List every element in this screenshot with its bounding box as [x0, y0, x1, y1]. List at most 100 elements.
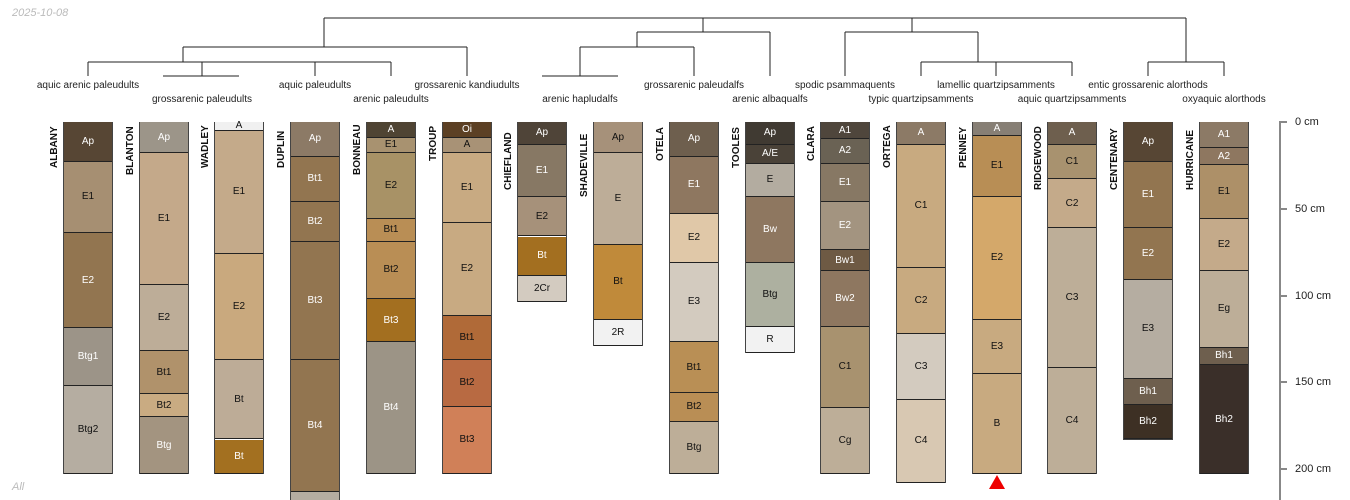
horizon: E2: [443, 222, 491, 317]
horizon: Ap: [670, 122, 718, 157]
horizon: A1: [1200, 122, 1248, 149]
horizon: Btg: [746, 262, 794, 327]
dendrogram-leaf-label: spodic psammaquents: [794, 80, 896, 91]
depth-tick-label: 200 cm: [1295, 463, 1332, 475]
soil-profile: A1 A2 E1 E2 Bw1 Bw2 C1 Cg: [820, 122, 870, 475]
profile-name: ALBANY: [49, 126, 60, 168]
horizon: E3: [670, 262, 718, 343]
horizon: A: [973, 122, 1021, 136]
horizon: Bt2: [367, 241, 415, 299]
horizon: Bt1: [291, 156, 339, 202]
horizon: Bt4: [291, 359, 339, 492]
depth-tick-label: 150 cm: [1295, 376, 1332, 389]
profile-name: HURRICANE: [1185, 129, 1196, 190]
dendrogram-branch: [542, 18, 771, 77]
depth-axis: [1279, 122, 1281, 500]
horizon: Bt3: [291, 241, 339, 360]
horizon: A: [367, 122, 415, 138]
profile-name: CENTENARY: [1109, 127, 1120, 190]
horizon: E: [594, 153, 642, 246]
horizon: Btg1: [64, 328, 112, 386]
horizon: Bw1: [821, 250, 869, 272]
horizon: E1: [367, 137, 415, 154]
horizon: E2: [670, 213, 718, 263]
horizon: Ap: [746, 122, 794, 145]
depth-tick-label: 50 cm: [1295, 202, 1325, 215]
horizon: Ap: [140, 122, 188, 154]
horizon: E2: [973, 196, 1021, 320]
soil-profile: A C1 C2 C3 C4: [896, 122, 946, 483]
dendrogram-leaf-label: entic grossarenic alorthods: [1088, 80, 1208, 91]
horizon: Bt: [594, 245, 642, 320]
horizon: Cg: [821, 408, 869, 475]
horizon: E2: [140, 285, 188, 351]
horizon: Bt2: [443, 359, 491, 407]
soil-profile: Ap E1 E2 E3 Bt1 Bt2 Btg: [669, 122, 719, 475]
horizon: Btg2: [64, 385, 112, 475]
soil-profile: Oi A E1 E2 Bt1 Bt2 Bt3: [442, 122, 492, 475]
horizon: Eg: [1200, 271, 1248, 348]
horizon: Bt1: [367, 219, 415, 242]
soil-profile: Ap E1 E2 Btg1 Btg2: [63, 122, 113, 475]
horizon: Bt1: [140, 351, 188, 395]
horizon: Oi: [443, 122, 491, 138]
horizon: A2: [1200, 148, 1248, 166]
horizon: Bt1: [443, 316, 491, 360]
soil-profile: Ap E1 E2 Bt1 Bt2 Btg: [139, 122, 189, 475]
horizon: E1: [64, 161, 112, 234]
horizon: Bt: [215, 439, 263, 475]
dendrogram-leaf-label: aquic quartzipsamments: [1017, 94, 1127, 105]
soil-profile: A E1 E2 E3 B: [972, 122, 1022, 475]
soil-profile: A E1 E2 Bt Bt: [214, 120, 264, 475]
profile-name: CLARA: [806, 125, 817, 161]
dendrogram-branch: [844, 18, 1225, 76]
depth-tick-label: 0 cm: [1295, 116, 1319, 128]
soil-profile: A1 A2 E1 E2 Eg Bh1 Bh2: [1199, 122, 1249, 475]
horizon: Bt: [215, 359, 263, 440]
horizon: C3: [897, 333, 945, 400]
horizon: Bt2: [670, 392, 718, 423]
horizon: E1: [1200, 165, 1248, 220]
horizon: Ap: [291, 122, 339, 157]
horizon: E1: [443, 153, 491, 223]
horizon: Bt: [518, 236, 566, 277]
horizon: Bw: [746, 196, 794, 263]
soil-profile: Ap E1 E2 E3 Bh1 Bh2: [1123, 122, 1173, 440]
horizon: C3: [1048, 227, 1096, 369]
horizon: E3: [973, 319, 1021, 374]
depth-tick: [1279, 121, 1287, 123]
horizon: E1: [140, 153, 188, 286]
horizon: A: [1048, 122, 1096, 145]
horizon: Bh2: [1200, 364, 1248, 475]
depth-tick: [1279, 381, 1287, 384]
horizon: E2: [215, 253, 263, 360]
dendrogram-branch: [87, 17, 1186, 77]
soil-profile: Ap Bt1 Bt2 Bt3 Bt4: [290, 122, 340, 500]
horizon: C1: [1048, 144, 1096, 180]
profile-name: PENNEY: [958, 126, 969, 168]
profile-name: ORTEGA: [882, 125, 893, 168]
dendrogram-leaf-label: grossarenic paleudalfs: [643, 80, 745, 91]
bottom-marker-icon: [989, 475, 1005, 490]
dendrogram-leaf-label: oxyaquic alorthods: [1182, 94, 1266, 105]
soil-profile: A C1 C2 C3 C4: [1047, 122, 1097, 475]
horizon: Ap: [1124, 122, 1172, 162]
horizon: E1: [215, 130, 263, 254]
horizon: C2: [1048, 179, 1096, 228]
horizon: A: [215, 120, 263, 131]
depth-tick-label: 100 cm: [1295, 289, 1332, 302]
horizon: E: [746, 163, 794, 197]
profile-name: CHIEFLAND: [503, 131, 514, 190]
horizon: E2: [1124, 227, 1172, 280]
profile-name: TOOLES: [731, 126, 742, 168]
horizon: E2: [64, 233, 112, 329]
profile-name: WADLEY: [200, 125, 211, 168]
soil-profile: A E1 E2 Bt1 Bt2 Bt3 Bt4: [366, 122, 416, 475]
dendrogram: [87, 17, 1225, 77]
horizon: E2: [518, 196, 566, 237]
horizon: E1: [821, 163, 869, 202]
horizon: E2: [367, 153, 415, 220]
horizon: Btg: [670, 422, 718, 475]
dendrogram-leaf-label: typic quartzipsamments: [868, 94, 974, 105]
